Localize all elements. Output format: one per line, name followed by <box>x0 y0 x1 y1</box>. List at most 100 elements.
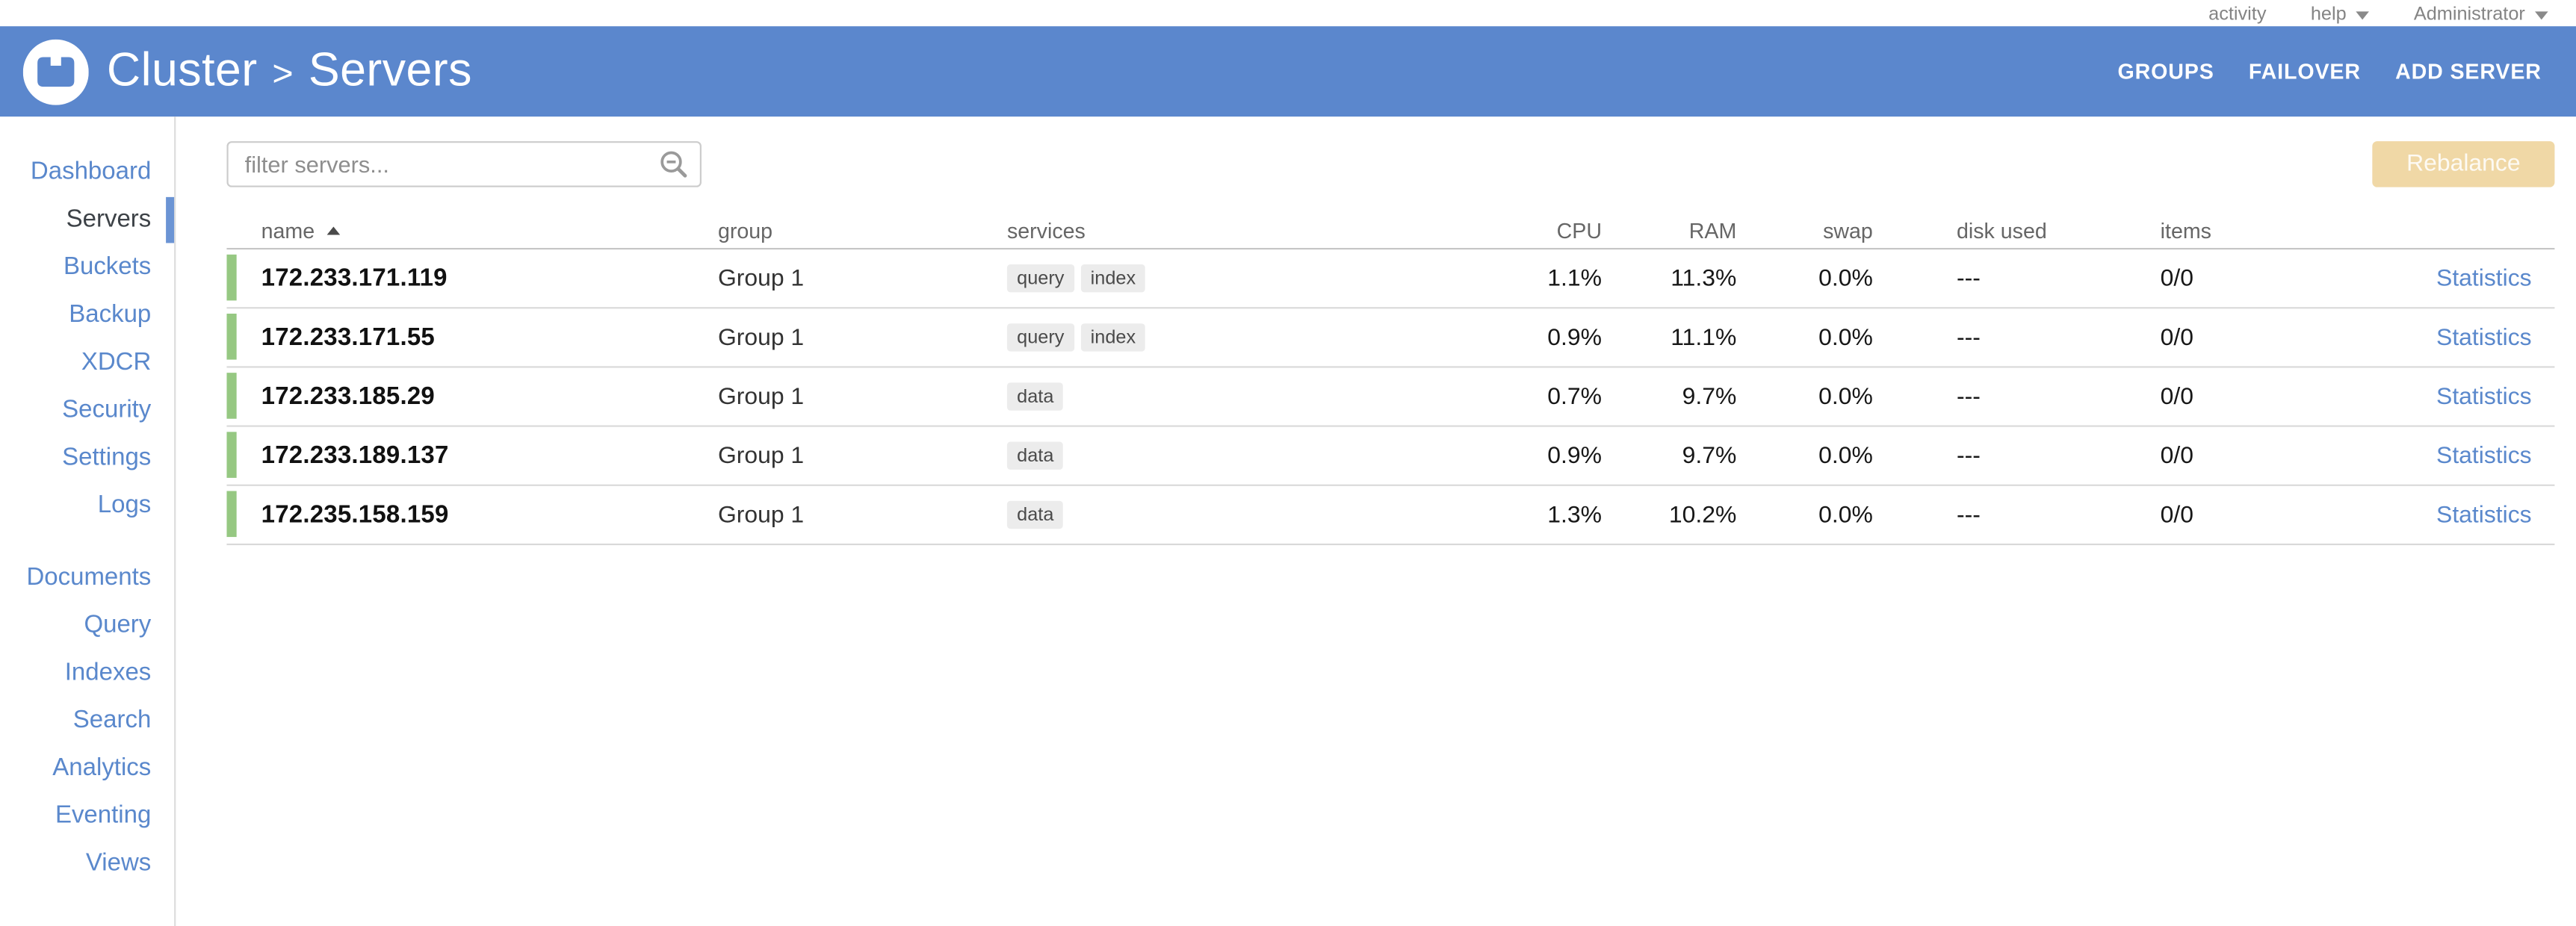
server-services: data <box>1006 500 1500 529</box>
cpu-value: 0.9% <box>1547 442 1603 469</box>
server-services: data <box>1006 382 1500 411</box>
table-header-row: name group services CPU RAM swap disk us… <box>226 214 2555 250</box>
server-row: 172.233.189.137 Group 1 data 0.9% 9.7% 0… <box>226 426 2555 486</box>
swap-value: 0.0% <box>1818 265 1873 292</box>
top-strip: activity help Administrator <box>0 0 2576 27</box>
disk-used-value: --- <box>1956 324 1981 351</box>
service-tag: index <box>1080 323 1146 352</box>
server-services: query index <box>1006 323 1500 352</box>
sidebar-item-xdcr[interactable]: XDCR <box>81 347 152 376</box>
activity-link[interactable]: activity <box>2208 5 2266 25</box>
statistics-link[interactable]: Statistics <box>2436 324 2532 351</box>
column-header-ram[interactable]: RAM <box>1688 218 1737 243</box>
server-row: 172.233.171.119 Group 1 query index 1.1%… <box>226 249 2555 309</box>
groups-button[interactable]: GROUPS <box>2117 59 2214 84</box>
chevron-down-icon <box>2535 10 2548 19</box>
statistics-link[interactable]: Statistics <box>2436 501 2532 528</box>
healthy-status-bar <box>226 491 236 538</box>
server-name: 172.233.171.55 <box>226 314 717 360</box>
sidebar: Dashboard Servers Buckets Backup XDCR Se… <box>0 116 176 926</box>
server-row: 172.233.185.29 Group 1 data 0.7% 9.7% 0.… <box>226 367 2555 427</box>
sidebar-item-settings[interactable]: Settings <box>62 442 152 471</box>
sidebar-item-eventing[interactable]: Eventing <box>55 801 152 829</box>
server-group: Group 1 <box>717 501 805 528</box>
items-value: 0/0 <box>2160 383 2194 410</box>
service-tag: data <box>1006 441 1064 470</box>
active-item-indicator <box>166 196 175 243</box>
items-value: 0/0 <box>2160 265 2194 292</box>
items-value: 0/0 <box>2160 324 2194 351</box>
breadcrumb-separator: > <box>272 52 294 93</box>
healthy-status-bar <box>226 314 236 360</box>
sidebar-secondary-group: Documents Query Indexes Search Analytics… <box>0 553 174 886</box>
server-group: Group 1 <box>717 383 805 410</box>
ram-value: 11.1% <box>1671 324 1737 351</box>
filter-servers-input[interactable] <box>226 141 702 187</box>
user-menu[interactable]: Administrator <box>2414 5 2548 25</box>
cpu-value: 1.1% <box>1547 265 1603 292</box>
server-group: Group 1 <box>717 265 805 292</box>
help-menu[interactable]: help <box>2311 5 2370 25</box>
column-header-name[interactable]: name <box>226 218 717 243</box>
sidebar-item-servers-label: Servers <box>66 204 152 233</box>
swap-value: 0.0% <box>1818 324 1873 351</box>
service-tag: data <box>1006 382 1064 411</box>
servers-toolbar <box>226 141 2576 187</box>
column-header-cpu[interactable]: CPU <box>1556 218 1603 243</box>
healthy-status-bar <box>226 373 236 419</box>
sort-ascending-icon <box>326 226 340 235</box>
sidebar-item-views[interactable]: Views <box>85 848 152 877</box>
items-value: 0/0 <box>2160 442 2194 469</box>
sidebar-item-analytics[interactable]: Analytics <box>52 753 152 781</box>
sidebar-item-logs[interactable]: Logs <box>97 490 152 518</box>
swap-value: 0.0% <box>1818 501 1873 528</box>
service-tag: index <box>1080 264 1146 293</box>
breadcrumb-section: Cluster <box>106 44 258 97</box>
server-row: 172.233.171.55 Group 1 query index 0.9% … <box>226 308 2555 368</box>
column-header-group[interactable]: group <box>717 218 773 243</box>
service-tag: data <box>1006 500 1064 529</box>
statistics-link[interactable]: Statistics <box>2436 442 2532 469</box>
help-label: help <box>2310 4 2347 25</box>
server-services: query index <box>1006 264 1500 293</box>
sidebar-item-servers[interactable]: Servers <box>0 196 175 243</box>
cpu-value: 0.7% <box>1547 383 1603 410</box>
couchbase-logo-icon <box>22 38 89 105</box>
sidebar-item-security[interactable]: Security <box>62 394 152 423</box>
statistics-link[interactable]: Statistics <box>2436 265 2532 292</box>
sidebar-item-backup[interactable]: Backup <box>69 299 152 328</box>
server-group: Group 1 <box>717 442 805 469</box>
swap-value: 0.0% <box>1818 442 1873 469</box>
failover-button[interactable]: FAILOVER <box>2248 59 2361 84</box>
servers-table: name group services CPU RAM swap disk us… <box>226 214 2555 546</box>
statistics-link[interactable]: Statistics <box>2436 383 2532 410</box>
ram-value: 9.7% <box>1682 442 1737 469</box>
sidebar-item-search[interactable]: Search <box>72 705 152 733</box>
sidebar-item-dashboard[interactable]: Dashboard <box>30 157 152 185</box>
server-name: 172.233.171.119 <box>226 254 717 301</box>
filter-box <box>226 141 702 187</box>
sidebar-item-documents[interactable]: Documents <box>26 562 152 591</box>
server-name: 172.233.189.137 <box>226 432 717 478</box>
column-header-swap[interactable]: swap <box>1823 218 1873 243</box>
servers-main-panel: Rebalance name group services CPU RAM sw… <box>176 116 2576 926</box>
sidebar-item-query[interactable]: Query <box>84 609 152 638</box>
add-server-button[interactable]: ADD SERVER <box>2395 59 2542 84</box>
server-services: data <box>1006 441 1500 470</box>
rebalance-button[interactable]: Rebalance <box>2372 141 2555 187</box>
server-name: 172.235.158.159 <box>226 491 717 538</box>
service-tag: query <box>1006 264 1074 293</box>
healthy-status-bar <box>226 432 236 478</box>
activity-label: activity <box>2208 4 2267 25</box>
swap-value: 0.0% <box>1818 383 1873 410</box>
sidebar-item-indexes[interactable]: Indexes <box>64 657 152 686</box>
server-name: 172.233.185.29 <box>226 373 717 419</box>
breadcrumb: Cluster > Servers <box>107 44 472 99</box>
column-header-disk-used[interactable]: disk used <box>1956 218 2047 243</box>
header-actions: GROUPS FAILOVER ADD SERVER <box>2118 59 2576 84</box>
column-header-services[interactable]: services <box>1006 218 1086 243</box>
app-header: Cluster > Servers GROUPS FAILOVER ADD SE… <box>0 26 2576 117</box>
column-header-items[interactable]: items <box>2160 218 2211 243</box>
sidebar-item-buckets[interactable]: Buckets <box>63 252 152 280</box>
